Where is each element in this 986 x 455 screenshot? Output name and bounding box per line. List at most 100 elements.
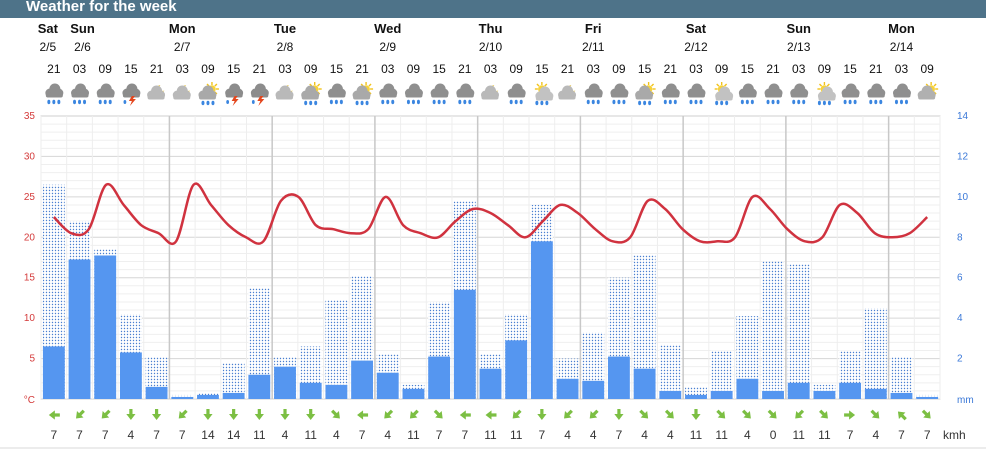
wind-speed-label: 4 [590, 428, 597, 442]
wind-arrow-icon [409, 409, 419, 419]
cloud-rain-icon [430, 83, 449, 105]
precip-bar [479, 368, 502, 399]
day-label: Sun [786, 21, 811, 36]
wind-arrow-icon [433, 409, 443, 419]
hour-label: 03 [689, 62, 703, 76]
wind-speed-label: 7 [616, 428, 623, 442]
cloud-rain-icon [45, 83, 64, 105]
wind-arrow-icon [126, 409, 136, 420]
precip-bar [402, 388, 425, 399]
precip-bar [248, 374, 271, 399]
sun-rain-icon [534, 82, 554, 106]
hour-label: 15 [843, 62, 857, 76]
hour-label: 15 [227, 62, 241, 76]
precip-bar [453, 289, 476, 399]
wind-arrow-icon [741, 409, 751, 419]
date-label: 2/11 [582, 40, 605, 54]
date-label: 2/8 [277, 40, 294, 54]
wind-speed-label: 4 [282, 428, 289, 442]
wind-arrow-icon [691, 409, 701, 420]
wind-speed-label: 7 [76, 428, 83, 442]
wind-speed-label: 0 [770, 428, 777, 442]
wind-arrow-icon [897, 411, 907, 421]
precip-bar [505, 340, 528, 399]
wind-arrow-icon [537, 409, 547, 420]
thunder-icon [225, 83, 244, 106]
precip-bar [864, 388, 887, 399]
temp-tick-label: 30 [24, 151, 36, 162]
partly-cloudy-icon [917, 82, 939, 100]
hour-label: 21 [766, 62, 780, 76]
hour-label: 03 [73, 62, 87, 76]
wind-speed-label: 4 [641, 428, 648, 442]
wind-unit-label: kmh [943, 428, 966, 442]
day-label: Thu [479, 21, 503, 36]
partly-cloudy-rain-icon [301, 82, 322, 106]
cloud-rain-icon [379, 83, 398, 105]
cloud-rain-icon [456, 83, 475, 105]
precip-tick-label: 2 [957, 354, 963, 365]
hour-label: 09 [715, 62, 729, 76]
date-label: 2/14 [890, 40, 914, 54]
partly-cloudy-night-icon [558, 84, 578, 100]
wind-arrow-icon [795, 409, 805, 419]
hour-label: 21 [253, 62, 267, 76]
hour-label: 09 [510, 62, 524, 76]
wind-arrow-icon [639, 409, 649, 419]
header-bar: Weather for the week [0, 0, 986, 18]
precip-bar [351, 360, 373, 399]
hour-label: 15 [741, 62, 755, 76]
wind-speed-label: 11 [253, 428, 266, 442]
precip-max-bar [736, 316, 759, 399]
hour-label: 03 [792, 62, 806, 76]
wind-arrow-icon [178, 409, 188, 419]
wind-speed-label: 7 [359, 428, 366, 442]
cloud-rain-icon [96, 83, 115, 105]
wind-arrow-icon [664, 409, 674, 419]
wind-arrow-icon [819, 409, 828, 419]
hour-label: 15 [638, 62, 652, 76]
hour-label: 09 [304, 62, 318, 76]
cloud-rain-icon [738, 83, 757, 105]
wind-speed-label: 7 [153, 428, 160, 442]
day-label: Mon [169, 21, 196, 36]
cloud-rain-icon [327, 83, 346, 105]
precip-bar [685, 394, 707, 399]
precip-tick-label: 12 [957, 151, 969, 162]
hour-label: 15 [124, 62, 138, 76]
hour-label: 03 [484, 62, 498, 76]
precip-bar [145, 386, 168, 399]
date-label: 2/7 [174, 40, 191, 54]
wind-speed-label: 7 [539, 428, 546, 442]
partly-cloudy-night-icon [147, 84, 167, 100]
cloud-rain-icon [892, 83, 911, 105]
wind-speed-label: 7 [179, 428, 186, 442]
temp-tick-label: 35 [24, 111, 36, 122]
wind-speed-label: 14 [227, 428, 241, 442]
hour-label: 15 [330, 62, 344, 76]
partly-cloudy-night-icon [481, 84, 501, 100]
precip-bar [787, 382, 810, 399]
precip-max-bar [222, 362, 245, 399]
precip-bar [428, 356, 451, 399]
wind-speed-label: 7 [102, 428, 109, 442]
hour-label: 21 [47, 62, 61, 76]
precip-tick-label: 10 [957, 192, 969, 203]
temperature-line [52, 182, 929, 246]
hour-label: 09 [99, 62, 113, 76]
wind-arrow-icon [75, 409, 85, 419]
wind-arrow-icon [614, 409, 624, 420]
wind-speed-label: 4 [333, 428, 340, 442]
wind-arrow-icon [254, 409, 264, 420]
wind-speed-label: 11 [407, 428, 420, 442]
precip-bar [325, 384, 348, 399]
wind-arrow-icon [767, 409, 777, 419]
precip-max-bar [248, 287, 271, 399]
temp-tick-label: 20 [24, 232, 36, 243]
day-label: Wed [374, 21, 401, 36]
cloud-rain-icon [790, 83, 809, 105]
hour-label: 09 [612, 62, 626, 76]
day-label: Tue [274, 21, 296, 36]
wind-arrow-icon [564, 409, 573, 419]
